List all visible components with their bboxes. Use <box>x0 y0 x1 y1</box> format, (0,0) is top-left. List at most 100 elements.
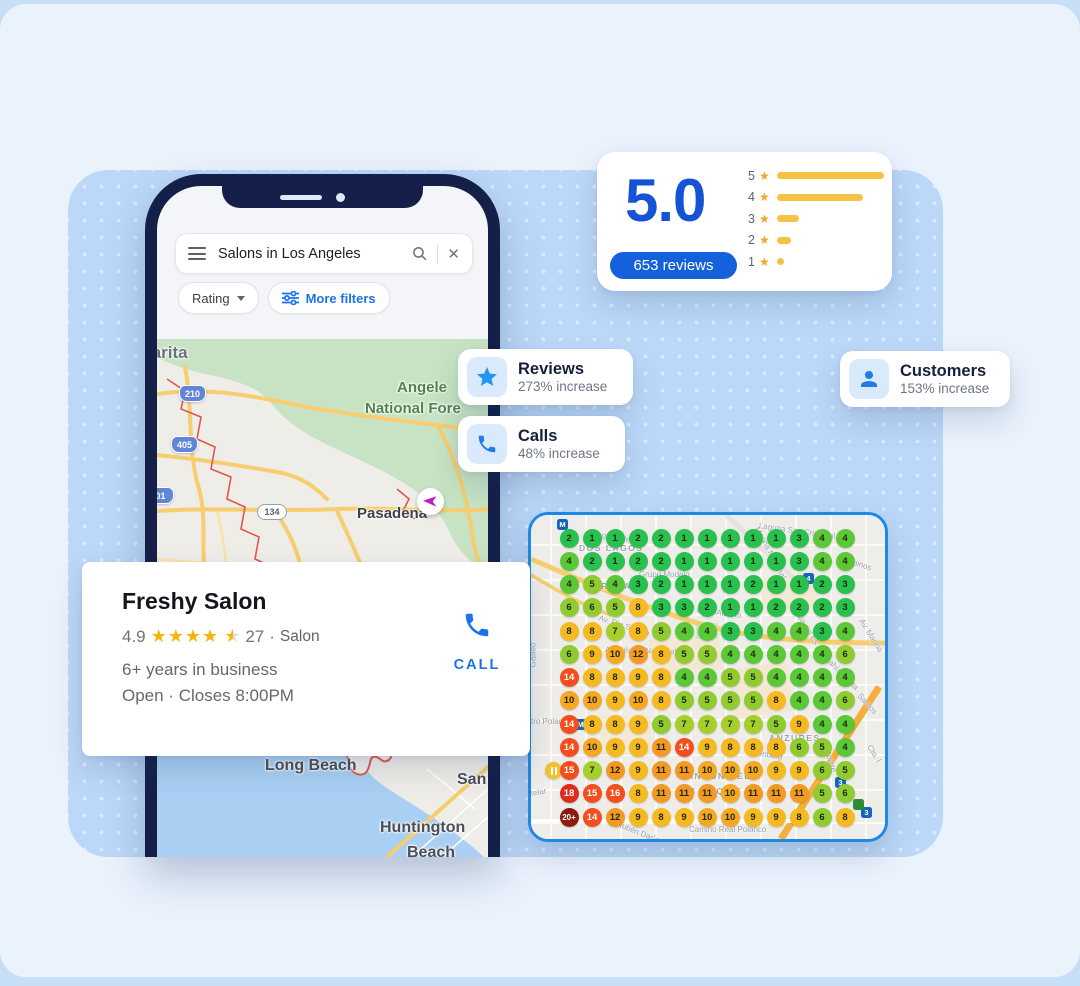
grid-rank-circle: 8 <box>766 691 786 711</box>
grid-rank-circle: 1 <box>766 528 786 548</box>
grid-rank-circle: 2 <box>582 551 602 571</box>
grid-rank-circle: 5 <box>835 761 855 780</box>
grid-rank-circle: 8 <box>628 784 648 804</box>
grid-rank-circle: 10 <box>628 691 648 711</box>
search-input[interactable]: Salons in Los Angeles <box>218 245 361 262</box>
grid-rank-circle: 5 <box>605 598 625 618</box>
grid-rank-circle: 5 <box>651 621 671 641</box>
grid-rank-circle: 2 <box>559 528 579 548</box>
grid-rank-circle: 7 <box>582 761 602 780</box>
hwy-405-shield: 405 <box>171 436 198 453</box>
grid-rank-circle: 9 <box>628 761 648 780</box>
grid-rank-circle: 5 <box>674 644 694 664</box>
grid-rank-circle: 1 <box>766 575 786 594</box>
rank-grid-map-card: DOS LAGOS Laguna de T Laguna San Cristób… <box>528 512 888 842</box>
hwy-210-shield: 210 <box>179 385 206 402</box>
grid-rank-circle: 10 <box>720 761 740 780</box>
clear-search-icon[interactable]: ✕ <box>447 245 460 263</box>
grid-rank-circle: 2 <box>812 598 832 618</box>
rating-bar-row: 5 ★ <box>745 168 884 183</box>
metro-line-icon <box>853 799 864 810</box>
metro-station-icon: M <box>575 719 586 730</box>
listing-rating-value: 4.9 <box>122 626 146 646</box>
grid-rank-circle: 10 <box>720 807 740 827</box>
grid-rank-circle: 16 <box>605 784 625 804</box>
grid-rank-circle: 11 <box>697 784 717 804</box>
grid-rank-circle: 8 <box>766 737 786 757</box>
grid-rank-circle: 5 <box>582 575 602 594</box>
grid-label-camino-real: Camino Real Polanco <box>689 825 767 834</box>
grid-rank-circle: 7 <box>605 621 625 641</box>
grid-rank-circle: 1 <box>674 575 694 594</box>
grid-rank-circle: 6 <box>835 691 855 711</box>
grid-rank-circle: 6 <box>559 644 579 664</box>
phone-notch <box>222 186 423 208</box>
chevron-down-icon <box>236 295 245 301</box>
search-bar[interactable]: Salons in Los Angeles ✕ <box>175 233 473 274</box>
grid-rank-circle: 7 <box>720 714 740 734</box>
map-label-pasadena: Pasadena <box>357 505 428 522</box>
grid-rank-circle: 4 <box>812 714 832 734</box>
map-label-long-beach: Long Beach <box>265 757 357 774</box>
metro-line-4-icon: 4 <box>803 573 814 584</box>
grid-rank-circle: 8 <box>651 668 671 687</box>
grid-rank-circle: 4 <box>812 691 832 711</box>
grid-rank-circle: 4 <box>812 528 832 548</box>
grid-rank-circle: 5 <box>812 784 832 804</box>
filter-chips: Rating More filters <box>178 282 390 314</box>
grid-label-dos-lagos: DOS LAGOS <box>579 543 644 553</box>
map-label-san: San <box>457 771 487 788</box>
speaker-slot <box>280 195 322 200</box>
map-label-beach: Beach <box>407 844 456 857</box>
call-button[interactable]: CALL <box>442 610 512 673</box>
rating-bar-row: 2 ★ <box>745 233 884 248</box>
grid-rank-circle: 5 <box>743 668 763 687</box>
grid-rank-circle: 14 <box>674 737 694 757</box>
grid-rank-circle: 8 <box>789 807 809 827</box>
more-filters-chip[interactable]: More filters <box>267 282 390 314</box>
grid-rank-circle: 2 <box>651 551 671 571</box>
grid-rank-circle: 9 <box>766 807 786 827</box>
grid-rank-circle: 8 <box>605 668 625 687</box>
grid-rank-circle: 3 <box>743 621 763 641</box>
phone-screen: Salons in Los Angeles ✕ Rating <box>157 186 488 857</box>
metric-delta: 48% increase <box>518 446 600 462</box>
grid-rank-circle: 2 <box>628 528 648 548</box>
grid-rank-circle: 4 <box>835 714 855 734</box>
grid-rank-circle: 2 <box>651 575 671 594</box>
rating-bar-row: 4 ★ <box>745 190 884 205</box>
grid-rank-circle: 11 <box>674 784 694 804</box>
grid-label-metro-polanco: tro Polanco <box>531 717 572 726</box>
person-icon <box>849 359 889 399</box>
grid-rank-circle: 6 <box>835 784 855 804</box>
grid-rank-circle: 9 <box>628 668 648 687</box>
search-divider <box>437 243 439 264</box>
star-rating-icons: ★★★★ <box>150 626 220 646</box>
search-icon[interactable] <box>411 245 428 262</box>
grid-rank-circle: 12 <box>605 807 625 827</box>
hwy-134-oval: 134 <box>257 504 287 520</box>
grid-rank-circle: 6 <box>812 761 832 780</box>
rating-chip-label: Rating <box>192 290 230 306</box>
grid-rank-circle: 1 <box>766 551 786 571</box>
menu-icon[interactable] <box>188 247 206 260</box>
phone-icon <box>465 613 489 637</box>
grid-rank-circle: 8 <box>582 714 602 734</box>
rating-bar-row: 1 ★ <box>745 254 884 269</box>
grid-rank-circle: 4 <box>720 644 740 664</box>
rating-filter-chip[interactable]: Rating <box>178 282 259 314</box>
grid-rank-circle: 4 <box>766 644 786 664</box>
grid-rank-circle: 8 <box>720 737 740 757</box>
grid-rank-circle: 7 <box>697 714 717 734</box>
grid-rank-circle: 3 <box>835 598 855 618</box>
grid-rank-circle: 10 <box>605 644 625 664</box>
grid-rank-circle: 11 <box>651 761 671 780</box>
grid-rank-circle: 5 <box>766 714 786 734</box>
grid-rank-circle: 2 <box>697 598 717 618</box>
grid-rank-circle: 15 <box>582 784 602 804</box>
restaurant-icon <box>545 762 562 779</box>
metric-label: Calls <box>518 426 558 445</box>
metric-delta: 273% increase <box>518 379 608 395</box>
map-label-huntington: Huntington <box>380 819 466 836</box>
grid-label-anzures: ANZURES <box>769 733 821 743</box>
